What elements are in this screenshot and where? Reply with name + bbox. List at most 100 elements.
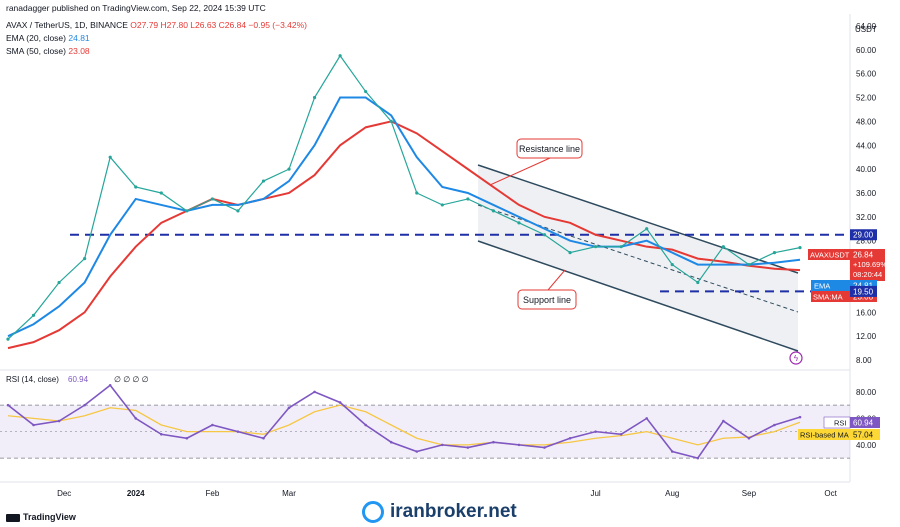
rsi-line[interactable]: [7, 384, 801, 460]
time-tick-label: Sep: [742, 489, 757, 498]
price-tick-label: 60.00: [856, 46, 877, 55]
price-point[interactable]: [6, 337, 10, 341]
price-point[interactable]: [338, 54, 342, 58]
ema-legend[interactable]: EMA (20, close) 24.81: [6, 33, 90, 43]
price-point[interactable]: [517, 221, 521, 225]
price-point[interactable]: [415, 191, 419, 195]
time-tick-label: 2024: [127, 489, 145, 498]
time-tick-label: Feb: [205, 489, 219, 498]
price-point[interactable]: [747, 262, 751, 267]
time-tick-label: Oct: [824, 489, 837, 498]
price-point[interactable]: [389, 119, 393, 123]
bolt-icon: ϟ: [794, 354, 799, 363]
price-point[interactable]: [542, 233, 547, 237]
price-tick-label: 12.00: [856, 332, 877, 341]
rsi-point[interactable]: [722, 419, 725, 423]
rsi-point[interactable]: [185, 436, 189, 440]
price-point[interactable]: [287, 167, 291, 171]
price-tick-label: 36.00: [856, 189, 877, 198]
price-point[interactable]: [364, 89, 368, 94]
rsi-point[interactable]: [492, 440, 495, 444]
resistance-callout-box[interactable]: [516, 138, 583, 159]
rsi-point[interactable]: [645, 417, 649, 420]
rsi-point[interactable]: [568, 436, 572, 440]
rsi-point[interactable]: [517, 443, 521, 447]
rsi-point[interactable]: [747, 436, 751, 440]
price-point[interactable]: [491, 209, 496, 213]
price-point[interactable]: [261, 179, 266, 183]
price-point[interactable]: [696, 280, 700, 285]
price-point[interactable]: [440, 203, 444, 207]
rsi-point[interactable]: [415, 450, 419, 453]
resistance-price-tag: [850, 229, 877, 241]
rsi-point[interactable]: [134, 417, 138, 420]
watermark-text: iranbroker.net: [390, 501, 517, 522]
rsi-point[interactable]: [773, 423, 776, 427]
price-point[interactable]: [185, 209, 189, 213]
price-point[interactable]: [466, 197, 470, 201]
price-point[interactable]: [645, 227, 649, 231]
price-point[interactable]: [594, 245, 598, 249]
resistance-trendline[interactable]: [477, 164, 799, 274]
support-callout-text: Support line: [523, 295, 571, 305]
rsi-point[interactable]: [108, 383, 112, 387]
rsi-ma-line[interactable]: [7, 404, 801, 446]
price-point[interactable]: [159, 191, 163, 195]
rsi-point[interactable]: [32, 423, 35, 427]
sma-50-line[interactable]: [7, 120, 801, 350]
rsi-legend-label: RSI (14, close): [6, 375, 59, 384]
price-point[interactable]: [236, 209, 240, 213]
ema-20-line[interactable]: [7, 96, 801, 338]
tradingview-icon: [6, 513, 20, 522]
sma-legend[interactable]: SMA (50, close) 23.08: [6, 46, 90, 56]
rsi-point[interactable]: [338, 401, 342, 404]
rsi-point[interactable]: [262, 436, 265, 440]
rsi-point[interactable]: [696, 456, 700, 460]
price-point[interactable]: [210, 197, 214, 201]
rsi-name-text: RSI: [834, 419, 847, 428]
time-tick-label: Aug: [665, 489, 679, 498]
rsi-point[interactable]: [594, 430, 597, 433]
sma-price-text: 23.08: [853, 293, 874, 302]
rsi-ma-name-tag: [798, 429, 850, 440]
rsi-point[interactable]: [211, 423, 214, 427]
symbol-tag: [808, 249, 850, 260]
rsi-point[interactable]: [619, 432, 623, 436]
rsi-point[interactable]: [389, 440, 393, 444]
rsi-point[interactable]: [287, 406, 291, 410]
support-callout-box[interactable]: [517, 289, 577, 310]
rsi-point[interactable]: [236, 430, 240, 433]
price-point[interactable]: [772, 251, 777, 255]
rsi-point[interactable]: [543, 446, 546, 449]
price-point[interactable]: [108, 155, 112, 159]
rsi-point[interactable]: [83, 403, 86, 407]
rsi-point[interactable]: [670, 450, 674, 453]
price-point[interactable]: [798, 246, 802, 250]
price-point[interactable]: [312, 95, 317, 100]
rsi-point[interactable]: [364, 423, 367, 427]
resistance-callout-pointer: [489, 157, 551, 186]
price-point[interactable]: [134, 185, 138, 189]
price-point[interactable]: [568, 251, 572, 255]
price-point[interactable]: [721, 245, 725, 249]
support-trendline[interactable]: [477, 240, 799, 352]
rsi-point[interactable]: [159, 432, 163, 436]
price-point[interactable]: [670, 262, 674, 267]
rsi-point[interactable]: [441, 443, 444, 447]
price-point[interactable]: [57, 280, 61, 285]
event-marker-icon[interactable]: [789, 351, 803, 365]
rsi-point[interactable]: [6, 403, 10, 407]
rsi-point[interactable]: [313, 390, 316, 394]
rsi-point[interactable]: [798, 415, 802, 419]
rsi-tick-label: 40.00: [856, 441, 877, 450]
rsi-point[interactable]: [57, 419, 61, 423]
price-line[interactable]: [7, 54, 801, 340]
price-point[interactable]: [31, 313, 36, 317]
tradingview-logo[interactable]: TradingView: [6, 512, 76, 522]
last-price-tag: [850, 249, 885, 281]
support-price-text: 19.50: [853, 287, 874, 296]
price-point[interactable]: [83, 257, 87, 261]
price-point[interactable]: [619, 245, 623, 249]
rsi-point[interactable]: [466, 446, 470, 449]
